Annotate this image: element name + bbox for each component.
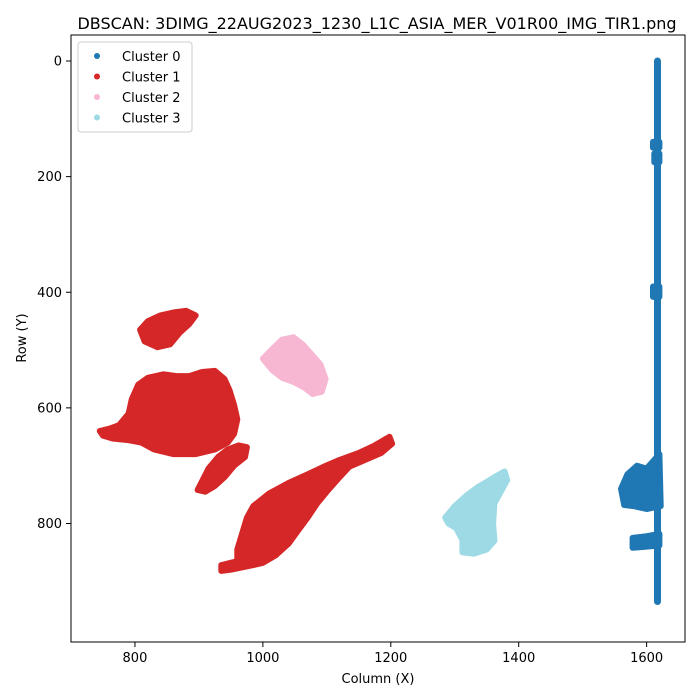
point-cluster-0-5 (629, 530, 663, 551)
legend-box (77, 41, 193, 133)
legend-label: Cluster 1 (122, 71, 181, 86)
legend-marker (94, 94, 100, 100)
chart-title: DBSCAN: 3DIMG_22AUG2023_1230_L1C_ASIA_ME… (77, 14, 676, 34)
axes-frame (70, 34, 686, 643)
x-tick-label: 1200 (374, 651, 407, 666)
point-cluster-1-1 (96, 367, 241, 458)
legend-marker (94, 73, 100, 80)
point-cluster-1-3 (218, 433, 396, 574)
series-1 (96, 307, 396, 574)
point-cluster-2-0 (259, 334, 329, 397)
x-tick-label: 800 (123, 651, 148, 666)
point-cluster-0-3 (650, 283, 663, 300)
y-tick-label: 800 (37, 517, 62, 532)
legend-label: Cluster 3 (122, 112, 181, 127)
legend-label: Cluster 0 (122, 50, 181, 65)
y-tick-label: 200 (37, 170, 62, 185)
legend: Cluster 0 Cluster 1 Cluster 2 Cluster 3 (77, 41, 193, 133)
legend-marker (94, 114, 100, 121)
point-cluster-0-1 (650, 138, 663, 151)
y-tick-label: 0 (54, 55, 62, 70)
x-tick-label: 1600 (630, 651, 663, 666)
data-points (96, 57, 664, 606)
point-cluster-1-0 (137, 307, 199, 351)
x-tick-label: 1400 (502, 651, 535, 666)
legend-marker (94, 53, 100, 59)
series-3 (442, 468, 511, 557)
x-axis-label: Column (X) (342, 672, 415, 687)
series-2 (259, 334, 329, 397)
y-tick-label: 600 (37, 401, 62, 416)
legend-label: Cluster 2 (122, 91, 181, 106)
legend-items: Cluster 0 Cluster 1 Cluster 2 Cluster 3 (94, 50, 181, 127)
point-cluster-3-0 (442, 468, 511, 557)
y-axis-ticks: 0 200 400 600 800 (37, 55, 71, 532)
x-axis-ticks: 800 1000 1200 1400 1600 (123, 642, 663, 666)
y-axis-label: Row (Y) (15, 313, 30, 362)
point-cluster-1-2 (194, 442, 250, 495)
series-0 (618, 57, 664, 606)
point-cluster-0-4 (618, 451, 664, 512)
y-tick-label: 400 (37, 286, 62, 301)
x-tick-label: 1000 (246, 651, 279, 666)
point-cluster-0-2 (651, 150, 663, 166)
